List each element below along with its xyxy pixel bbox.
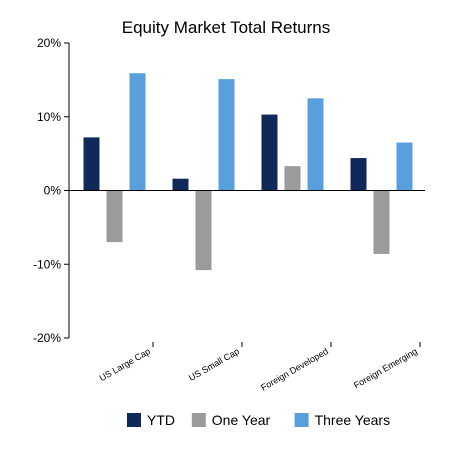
chart-title: Equity Market Total Returns — [122, 18, 331, 37]
x-tick-label: US Small Cap — [187, 346, 241, 383]
x-tick-label: Foreign Developed — [259, 346, 330, 393]
plot-area: 20% 10% 0% -10% -20% US Large Cap US Small Cap… — [33, 36, 425, 393]
legend-swatch-ytd — [127, 413, 141, 427]
bar-ytd — [261, 114, 278, 191]
legend-swatch-three-years — [294, 413, 309, 427]
bar-one-year — [195, 190, 212, 271]
legend-label: Three Years — [315, 412, 391, 428]
bar-three-years — [129, 73, 146, 191]
bar-one-year — [284, 166, 301, 191]
y-tick-label: 0% — [44, 184, 62, 198]
legend-swatch-one-year — [191, 413, 206, 427]
bar-three-years — [218, 79, 235, 191]
legend: YTD One Year Three Years — [127, 412, 390, 428]
x-tick-label: Foreign Emerging — [352, 346, 419, 390]
y-tick-label: 20% — [37, 36, 61, 50]
y-tick-label: -20% — [33, 331, 61, 345]
legend-label: One Year — [212, 412, 271, 428]
bar-ytd — [83, 137, 100, 191]
y-tick-label: -10% — [33, 257, 61, 271]
y-tick-label: 10% — [37, 110, 61, 124]
bar-one-year — [106, 190, 123, 243]
legend-label: YTD — [147, 412, 175, 428]
bar-ytd — [350, 158, 367, 191]
bar-one-year — [373, 190, 390, 254]
bar-three-years — [307, 98, 324, 191]
x-tick-label: US Large Cap — [98, 346, 152, 383]
bar-three-years — [396, 142, 413, 191]
bar-ytd — [172, 178, 189, 191]
